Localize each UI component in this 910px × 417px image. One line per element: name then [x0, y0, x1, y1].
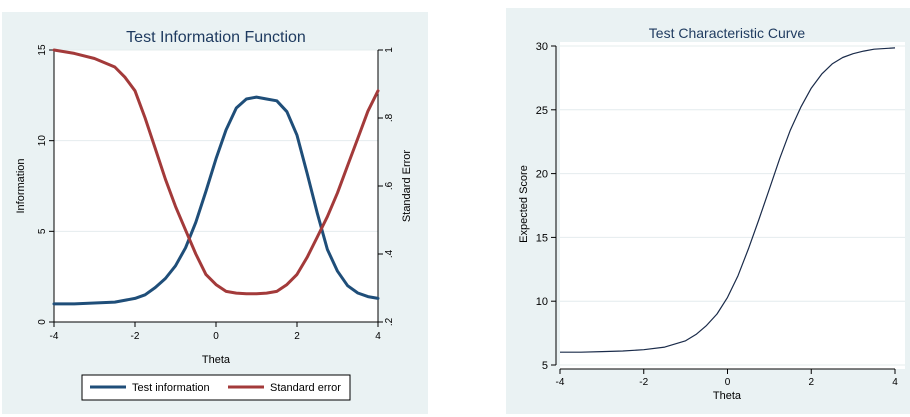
x-axis-label: Theta	[713, 390, 742, 402]
x-axis-label: Theta	[202, 354, 231, 366]
legend-label: Test information	[132, 382, 210, 394]
x-tick-label: 0	[213, 331, 219, 342]
x-tick-label: -4	[556, 377, 565, 388]
test-characteristic-chart: Test Characteristic Curve Theta Expected…	[518, 25, 905, 402]
y-tick-label: 5	[542, 360, 548, 372]
x-tick-label: 0	[725, 377, 731, 388]
y2-tick-label: .4	[384, 249, 395, 258]
y2-tick-label: .8	[384, 113, 395, 122]
y-tick-label: 15	[37, 44, 48, 56]
expected-score-line	[560, 47, 896, 353]
chart-title: Test Characteristic Curve	[649, 25, 806, 41]
test-information-chart: Test Information Function Theta Informat…	[15, 29, 413, 401]
y-axis-label: Expected Score	[518, 165, 530, 243]
test-information-line	[52, 95, 380, 306]
plot-area	[560, 42, 905, 369]
y-tick-label: 20	[536, 169, 548, 181]
y-tick-label: 10	[536, 296, 548, 308]
x-tick-label: 2	[294, 331, 300, 342]
y-tick-label: 10	[37, 135, 48, 147]
x-tick-label: 2	[808, 377, 814, 388]
y-axis-label: Information	[15, 158, 27, 213]
y-tick-label: 0	[37, 319, 48, 325]
y2-tick-label: 1	[384, 47, 395, 53]
y2-tick-label: .2	[384, 317, 395, 326]
plot-area	[54, 50, 378, 322]
x-tick-label: 4	[375, 331, 381, 342]
y-tick-label: 5	[37, 228, 48, 234]
y-tick-label: 25	[536, 105, 548, 117]
x-tick-label: 4	[892, 377, 898, 388]
chart-title: Test Information Function	[126, 29, 306, 46]
x-tick-label: -2	[131, 331, 140, 342]
y2-tick-label: .6	[384, 181, 395, 190]
legend-box	[81, 374, 351, 401]
y2-axis-label: Standard Error	[401, 150, 413, 222]
x-tick-label: -2	[639, 377, 648, 388]
x-tick-label: -4	[50, 331, 59, 342]
legend-label: Standard error	[270, 382, 341, 394]
legend: Test information Standard error	[81, 374, 351, 401]
y-tick-label: 15	[536, 232, 548, 244]
standard-error-line	[52, 48, 380, 296]
y-tick-label: 30	[536, 41, 548, 53]
